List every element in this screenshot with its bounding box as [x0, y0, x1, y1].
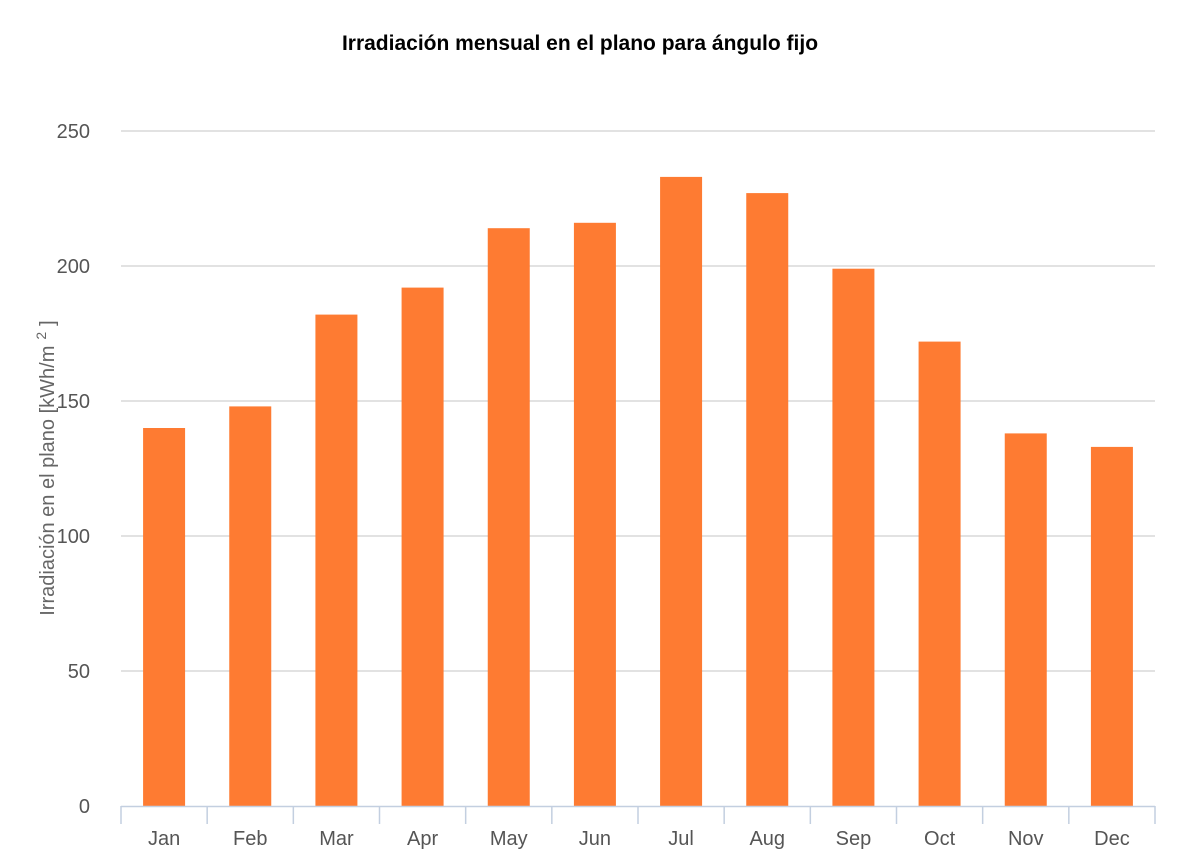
bar-mar[interactable]: [315, 314, 358, 806]
y-tick-label: 200: [57, 256, 90, 278]
bar-may[interactable]: [487, 228, 530, 806]
bar-apr[interactable]: [401, 287, 444, 807]
bar-jan[interactable]: [143, 428, 186, 806]
x-tick-label: Jun: [579, 828, 611, 850]
x-tick-label: Jan: [148, 828, 180, 850]
bar-feb[interactable]: [229, 406, 272, 806]
x-tick-label: Apr: [407, 828, 438, 850]
y-axis-ticks: 0 50 100 150 200 250: [57, 121, 90, 818]
y-axis-label-text: Irradiación en el plano [kWh/m: [37, 346, 59, 616]
bar-nov[interactable]: [1004, 433, 1047, 806]
x-tick-label: Oct: [924, 828, 956, 850]
x-tick-label: Aug: [749, 828, 785, 850]
x-tick-label: Jul: [668, 828, 694, 850]
x-tick-label: Dec: [1094, 828, 1130, 850]
y-axis-label: Irradiación en el plano [kWh/m 2]: [33, 320, 59, 616]
x-tick-label: Feb: [233, 828, 267, 850]
y-tick-label: 100: [57, 526, 90, 548]
y-axis-label-end: ]: [37, 320, 59, 326]
chart-title: Irradiación mensual en el plano para áng…: [342, 32, 818, 55]
x-tick-label: May: [490, 828, 528, 850]
bar-aug[interactable]: [746, 193, 789, 807]
x-tick-label: Mar: [319, 828, 354, 850]
x-tick-label: Nov: [1008, 828, 1044, 850]
bar-jun[interactable]: [573, 222, 616, 807]
x-tick-label: Sep: [836, 828, 872, 850]
y-tick-label: 250: [57, 121, 90, 143]
bar-sep[interactable]: [832, 268, 875, 806]
y-tick-label: 0: [79, 796, 90, 818]
y-tick-label: 50: [68, 661, 90, 683]
bars: [143, 176, 1133, 807]
gridlines: [121, 130, 1155, 672]
bar-oct[interactable]: [918, 341, 961, 806]
bar-dec[interactable]: [1090, 446, 1133, 806]
y-tick-label: 150: [57, 391, 90, 413]
y-axis-label-superscript: 2: [33, 332, 49, 340]
x-axis: Jan Feb Mar Apr May Jun Jul Aug Sep Oct Nov Dec: [120, 805, 1156, 850]
bar-jul[interactable]: [660, 176, 703, 806]
